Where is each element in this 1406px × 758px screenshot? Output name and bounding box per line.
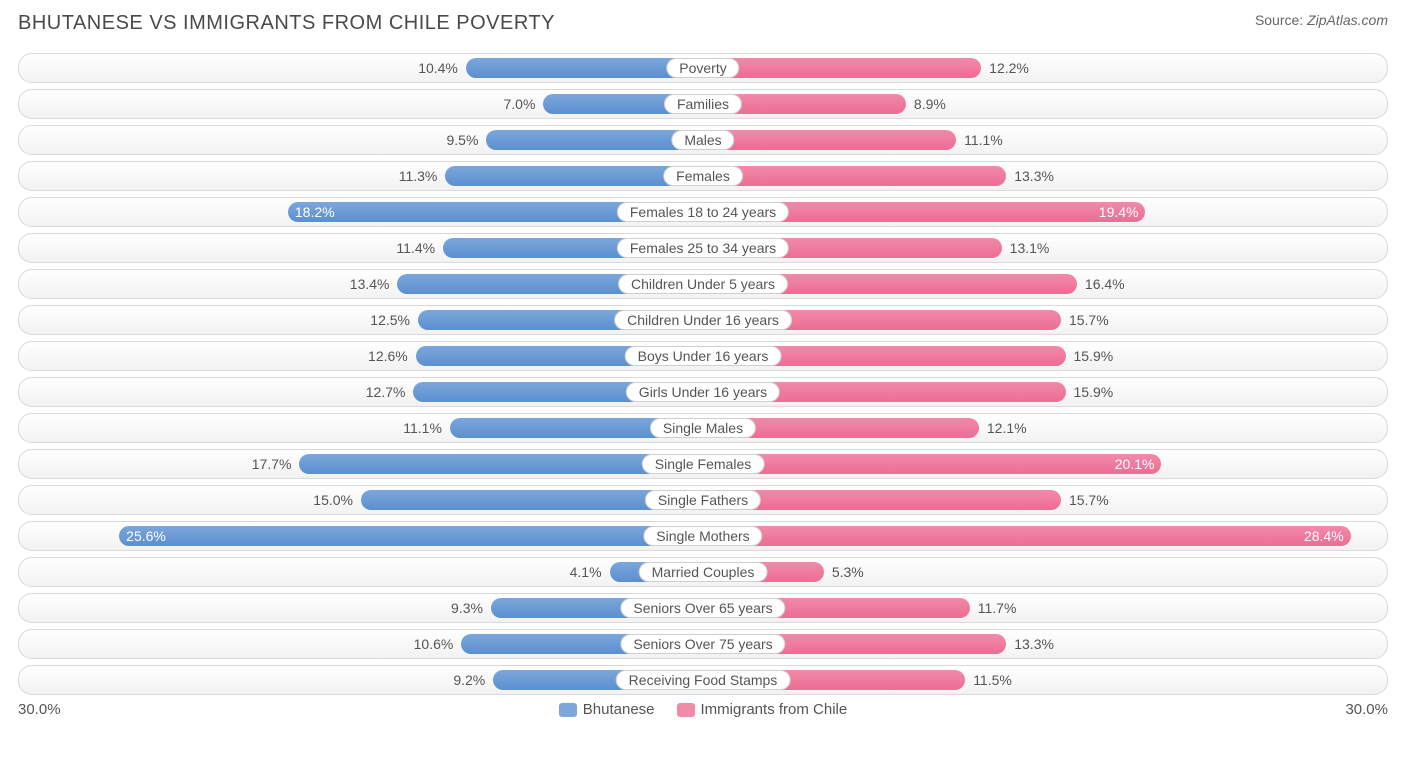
legend-item-left: Bhutanese xyxy=(559,701,655,718)
category-label: Seniors Over 65 years xyxy=(620,598,785,618)
value-label-right: 20.1% xyxy=(1115,456,1155,472)
chart-row: 9.5% 11.1% Males xyxy=(18,125,1388,155)
legend-label-right: Immigrants from Chile xyxy=(701,701,848,718)
header: BHUTANESE VS IMMIGRANTS FROM CHILE POVER… xyxy=(18,12,1388,35)
category-label: Seniors Over 75 years xyxy=(620,634,785,654)
category-label: Girls Under 16 years xyxy=(626,382,780,402)
category-label: Single Mothers xyxy=(643,526,762,546)
value-label-right: 13.3% xyxy=(1014,636,1054,652)
chart-row: 11.1% 12.1% Single Males xyxy=(18,413,1388,443)
category-label: Poverty xyxy=(666,58,739,78)
chart-row: 9.2% 11.5% Receiving Food Stamps xyxy=(18,665,1388,695)
value-label-right: 11.5% xyxy=(973,672,1012,688)
chart-row: 17.7% 20.1% Single Females xyxy=(18,449,1388,479)
category-label: Boys Under 16 years xyxy=(625,346,782,366)
chart-row: 4.1% 5.3% Married Couples xyxy=(18,557,1388,587)
value-label-right: 11.7% xyxy=(978,600,1017,616)
value-label-left: 15.0% xyxy=(313,492,353,508)
value-label-left: 18.2% xyxy=(295,204,335,220)
chart-row: 10.4% 12.2% Poverty xyxy=(18,53,1388,83)
category-label: Married Couples xyxy=(639,562,768,582)
bar-right xyxy=(703,58,981,78)
legend: Bhutanese Immigrants from Chile xyxy=(559,701,847,718)
value-label-right: 13.3% xyxy=(1014,168,1054,184)
value-label-left: 10.6% xyxy=(414,636,454,652)
value-label-left: 12.6% xyxy=(368,348,408,364)
value-label-right: 12.2% xyxy=(989,60,1029,76)
category-label: Receiving Food Stamps xyxy=(616,670,791,690)
chart-row: 15.0% 15.7% Single Fathers xyxy=(18,485,1388,515)
source-attribution: Source: ZipAtlas.com xyxy=(1255,12,1388,28)
chart-row: 13.4% 16.4% Children Under 5 years xyxy=(18,269,1388,299)
source-label: Source: xyxy=(1255,12,1307,28)
value-label-left: 9.3% xyxy=(451,600,483,616)
category-label: Single Females xyxy=(642,454,765,474)
category-label: Females xyxy=(663,166,743,186)
chart-row: 7.0% 8.9% Families xyxy=(18,89,1388,119)
category-label: Single Males xyxy=(650,418,756,438)
value-label-left: 11.4% xyxy=(396,240,435,256)
value-label-left: 11.3% xyxy=(399,168,438,184)
value-label-right: 15.9% xyxy=(1074,384,1114,400)
bar-right xyxy=(703,526,1351,546)
value-label-right: 15.7% xyxy=(1069,312,1109,328)
value-label-right: 8.9% xyxy=(914,96,946,112)
axis-max-left: 30.0% xyxy=(18,701,61,718)
value-label-right: 15.7% xyxy=(1069,492,1109,508)
chart-row: 10.6% 13.3% Seniors Over 75 years xyxy=(18,629,1388,659)
bar-left xyxy=(119,526,703,546)
value-label-right: 16.4% xyxy=(1085,276,1125,292)
value-label-right: 19.4% xyxy=(1099,204,1139,220)
chart-row: 12.5% 15.7% Children Under 16 years xyxy=(18,305,1388,335)
legend-swatch-left xyxy=(559,703,577,717)
value-label-right: 12.1% xyxy=(987,420,1027,436)
bar-right xyxy=(703,166,1006,186)
bar-right xyxy=(703,130,956,150)
category-label: Families xyxy=(664,94,742,114)
value-label-right: 5.3% xyxy=(832,564,864,580)
category-label: Children Under 5 years xyxy=(618,274,788,294)
source-value: ZipAtlas.com xyxy=(1307,12,1388,28)
value-label-left: 11.1% xyxy=(403,420,442,436)
chart-row: 12.7% 15.9% Girls Under 16 years xyxy=(18,377,1388,407)
chart-row: 11.4% 13.1% Females 25 to 34 years xyxy=(18,233,1388,263)
value-label-right: 15.9% xyxy=(1074,348,1114,364)
chart-row: 9.3% 11.7% Seniors Over 65 years xyxy=(18,593,1388,623)
chart-row: 12.6% 15.9% Boys Under 16 years xyxy=(18,341,1388,371)
chart-row: 25.6% 28.4% Single Mothers xyxy=(18,521,1388,551)
value-label-right: 11.1% xyxy=(964,132,1003,148)
bar-right xyxy=(703,454,1161,474)
chart-row: 18.2% 19.4% Females 18 to 24 years xyxy=(18,197,1388,227)
axis-max-right: 30.0% xyxy=(1345,701,1388,718)
value-label-left: 17.7% xyxy=(252,456,292,472)
chart-row: 11.3% 13.3% Females xyxy=(18,161,1388,191)
value-label-left: 25.6% xyxy=(126,528,166,544)
legend-label-left: Bhutanese xyxy=(583,701,655,718)
value-label-left: 12.7% xyxy=(366,384,406,400)
value-label-left: 10.4% xyxy=(418,60,458,76)
value-label-right: 28.4% xyxy=(1304,528,1344,544)
value-label-left: 4.1% xyxy=(570,564,602,580)
value-label-left: 13.4% xyxy=(350,276,390,292)
category-label: Children Under 16 years xyxy=(614,310,792,330)
chart-title: BHUTANESE VS IMMIGRANTS FROM CHILE POVER… xyxy=(18,12,555,35)
value-label-left: 7.0% xyxy=(503,96,535,112)
category-label: Females 18 to 24 years xyxy=(617,202,789,222)
value-label-right: 13.1% xyxy=(1010,240,1050,256)
category-label: Males xyxy=(671,130,734,150)
diverging-bar-chart: 10.4% 12.2% Poverty 7.0% 8.9% Families 9.5% 11.… xyxy=(18,53,1388,695)
legend-swatch-right xyxy=(677,703,695,717)
category-label: Single Fathers xyxy=(645,490,761,510)
chart-footer: 30.0% Bhutanese Immigrants from Chile 30… xyxy=(18,701,1388,718)
value-label-left: 12.5% xyxy=(370,312,410,328)
value-label-left: 9.2% xyxy=(453,672,485,688)
value-label-left: 9.5% xyxy=(446,132,478,148)
category-label: Females 25 to 34 years xyxy=(617,238,789,258)
legend-item-right: Immigrants from Chile xyxy=(677,701,848,718)
